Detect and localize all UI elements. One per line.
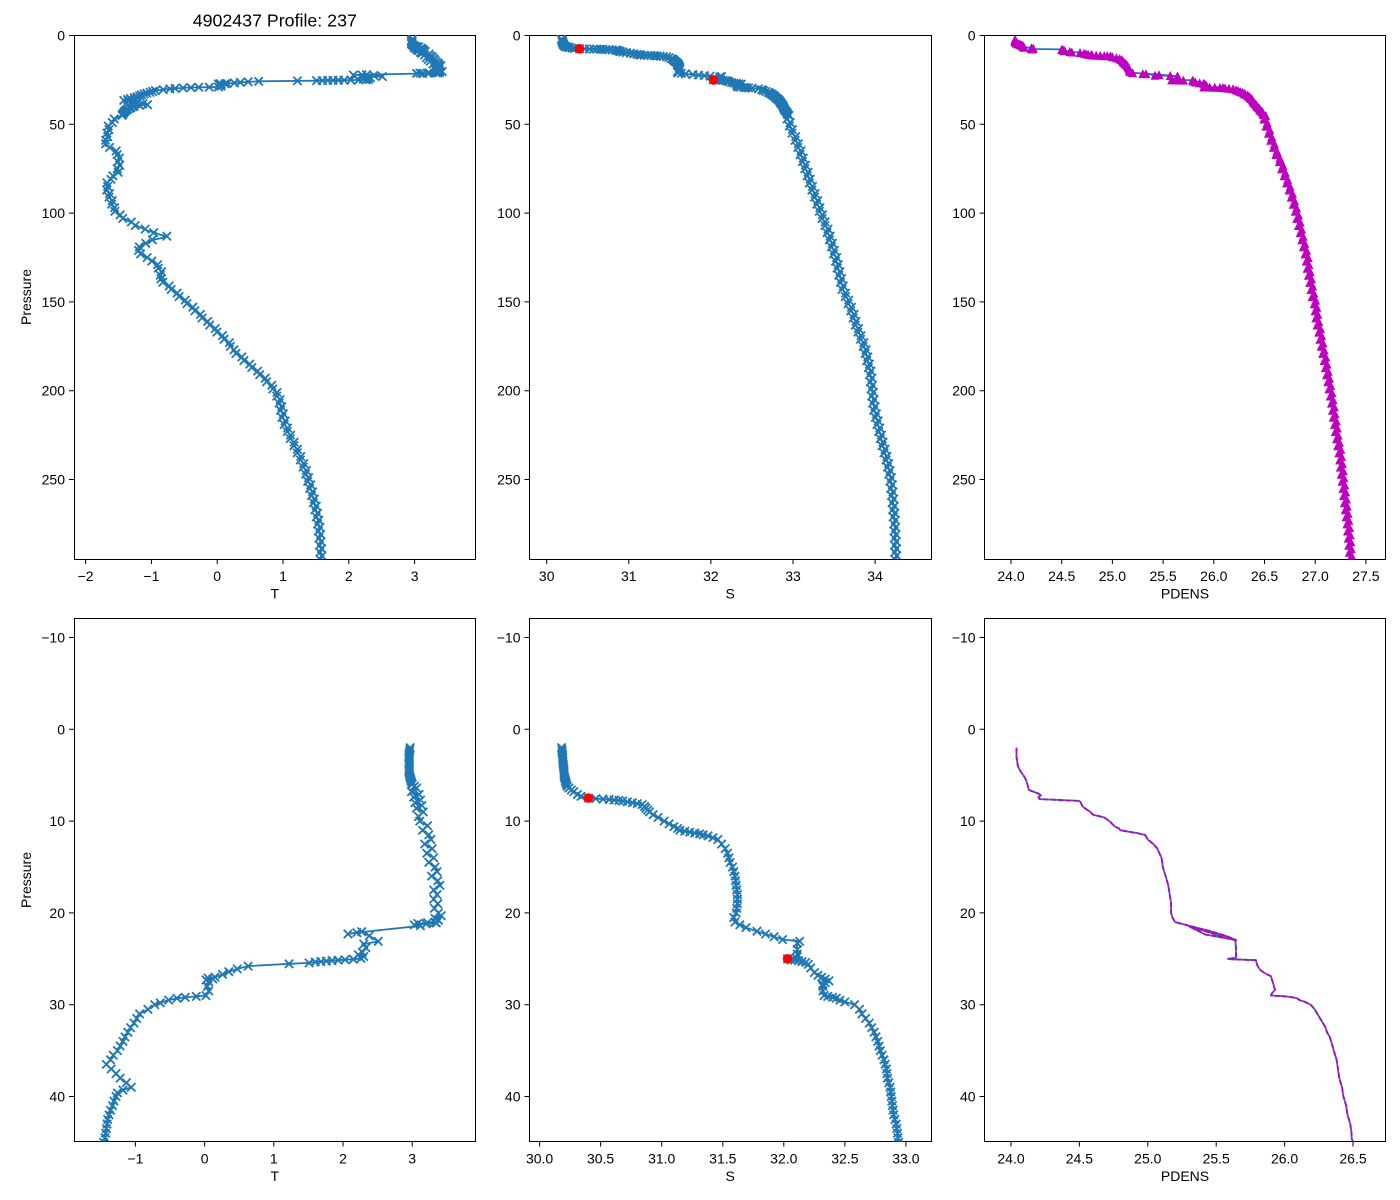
svg-text:30.5: 30.5 [587,1151,614,1167]
svg-text:24.0: 24.0 [997,568,1024,584]
svg-text:PDENS: PDENS [1161,1168,1209,1184]
svg-text:100: 100 [42,205,66,221]
svg-text:24.5: 24.5 [1066,1151,1093,1167]
svg-text:30: 30 [539,568,555,584]
svg-text:34: 34 [867,568,883,584]
svg-text:50: 50 [49,116,65,132]
svg-text:25.5: 25.5 [1149,568,1176,584]
svg-text:1: 1 [270,1151,278,1167]
svg-text:0: 0 [57,28,65,44]
svg-text:10: 10 [505,813,521,829]
svg-text:40: 40 [505,1089,521,1105]
svg-text:1: 1 [279,568,287,584]
svg-text:100: 100 [497,205,521,221]
svg-text:31.0: 31.0 [648,1151,675,1167]
svg-text:PDENS: PDENS [1161,586,1209,602]
svg-text:10: 10 [960,813,976,829]
svg-text:−10: −10 [952,630,976,646]
svg-text:33: 33 [785,568,801,584]
svg-text:250: 250 [42,472,66,488]
svg-text:−1: −1 [143,568,159,584]
svg-text:25.5: 25.5 [1203,1151,1230,1167]
svg-text:T: T [271,1168,280,1184]
svg-text:250: 250 [497,472,521,488]
svg-text:26.0: 26.0 [1200,568,1227,584]
svg-text:150: 150 [497,294,521,310]
svg-text:T: T [271,586,280,602]
svg-text:−2: −2 [78,568,94,584]
svg-text:33.0: 33.0 [892,1151,919,1167]
svg-text:26.5: 26.5 [1251,568,1278,584]
svg-text:150: 150 [42,294,66,310]
svg-text:250: 250 [952,472,976,488]
svg-text:150: 150 [952,294,976,310]
svg-text:27.0: 27.0 [1302,568,1329,584]
svg-text:0: 0 [968,721,976,737]
svg-text:31.5: 31.5 [709,1151,736,1167]
svg-text:S: S [726,586,735,602]
svg-text:200: 200 [42,383,66,399]
svg-text:32.5: 32.5 [831,1151,858,1167]
svg-text:0: 0 [57,721,65,737]
svg-text:20: 20 [960,905,976,921]
svg-text:30.0: 30.0 [526,1151,553,1167]
svg-text:26.5: 26.5 [1339,1151,1366,1167]
svg-text:30: 30 [505,997,521,1013]
svg-text:30: 30 [960,997,976,1013]
svg-text:50: 50 [505,116,521,132]
svg-text:−1: −1 [127,1151,143,1167]
svg-text:0: 0 [968,28,976,44]
svg-text:40: 40 [960,1089,976,1105]
svg-text:100: 100 [952,205,976,221]
svg-text:2: 2 [339,1151,347,1167]
svg-text:−10: −10 [497,630,521,646]
svg-text:24.0: 24.0 [997,1151,1024,1167]
svg-text:20: 20 [49,905,65,921]
svg-text:Pressure: Pressure [18,269,34,325]
svg-text:Pressure: Pressure [18,852,34,908]
svg-text:50: 50 [960,116,976,132]
svg-text:200: 200 [497,383,521,399]
svg-text:27.5: 27.5 [1352,568,1379,584]
svg-text:10: 10 [49,813,65,829]
svg-text:−10: −10 [41,630,65,646]
svg-text:32: 32 [703,568,719,584]
svg-text:26.0: 26.0 [1271,1151,1298,1167]
svg-text:2: 2 [345,568,353,584]
svg-text:3: 3 [408,1151,416,1167]
svg-text:30: 30 [49,997,65,1013]
svg-text:4902437 Profile: 237: 4902437 Profile: 237 [193,11,357,31]
svg-text:32.0: 32.0 [770,1151,797,1167]
svg-text:200: 200 [952,383,976,399]
svg-text:31: 31 [621,568,637,584]
svg-text:0: 0 [513,28,521,44]
svg-text:25.0: 25.0 [1099,568,1126,584]
svg-text:0: 0 [201,1151,209,1167]
svg-text:0: 0 [513,721,521,737]
svg-text:24.5: 24.5 [1048,568,1075,584]
svg-text:20: 20 [505,905,521,921]
svg-text:3: 3 [411,568,419,584]
svg-text:25.0: 25.0 [1134,1151,1161,1167]
svg-text:0: 0 [213,568,221,584]
svg-text:S: S [726,1168,735,1184]
svg-text:40: 40 [49,1089,65,1105]
